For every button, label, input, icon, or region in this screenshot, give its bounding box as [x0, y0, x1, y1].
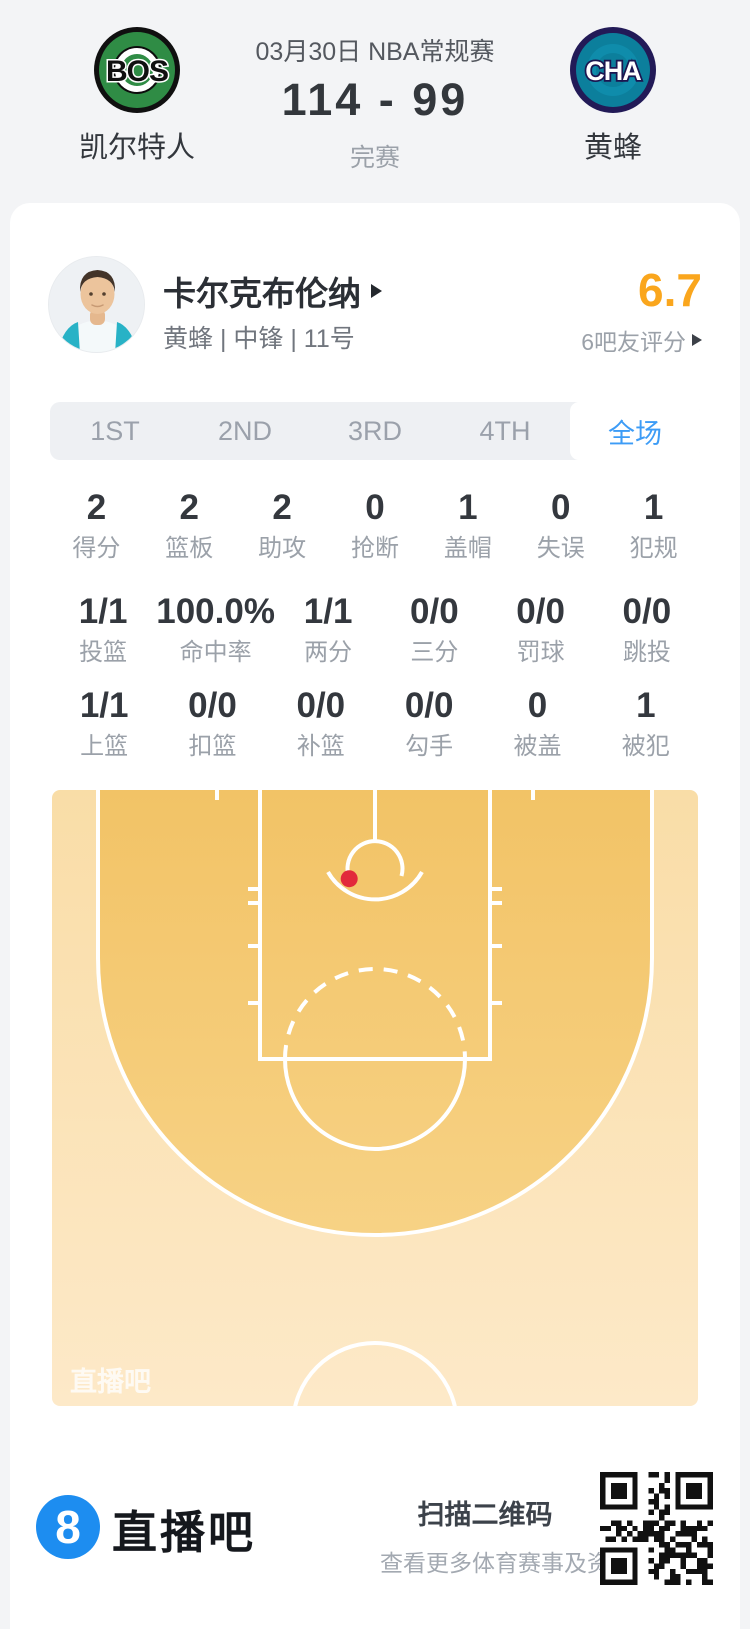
free-throw-circle-solid [283, 1058, 467, 1151]
three-point-line [96, 790, 654, 1237]
stat-turnovers: 0 失误 [536, 488, 585, 562]
qr-code [600, 1472, 713, 1585]
shot-markers [340, 870, 358, 888]
svg-text:BOS: BOS [106, 55, 168, 88]
stat-rebounds: 2 篮板 [165, 488, 214, 562]
court-inside-arc-area [98, 790, 652, 1235]
stats-row-basic: 2 得分 2 篮板 2 助攻 0 抢断 1 盖帽 0 失误 1 犯规 [50, 488, 700, 564]
stat-blocks: 1 盖帽 [443, 488, 492, 562]
chevron-right-icon [692, 334, 702, 346]
stats-row-shooting: 1/1 投篮 100.0% 命中率 1/1 两分 0/0 三分 0/0 罚球 0/0 跳投 [50, 592, 700, 668]
match-score: 114 - 99 [281, 74, 469, 125]
stat-blocked: 0 被盖 [513, 686, 562, 760]
player-name: 卡尔克布伦纳 [163, 275, 361, 312]
match-status: 完赛 [349, 144, 400, 172]
tab-3rd[interactable]: 3RD [347, 415, 402, 446]
player-name-link[interactable]: 卡尔克布伦纳 [163, 267, 382, 315]
player-avatar[interactable] [48, 256, 145, 353]
rating-link[interactable]: 6.7 6吧友评分 [581, 265, 702, 357]
lane-hash-marks [215, 790, 535, 1005]
rim-icon [345, 839, 405, 877]
tab-full-game[interactable]: 全场 [570, 402, 700, 460]
tab-1st[interactable]: 1ST [90, 415, 140, 446]
svg-text:CHA: CHA [585, 56, 641, 86]
shot-chart-court: 直播吧 [52, 790, 698, 1406]
stat-points: 2 得分 [72, 488, 121, 562]
stat-fouls: 1 犯规 [629, 488, 678, 562]
stats-row-shot-types: 1/1 上篮 0/0 扣篮 0/0 补篮 0/0 勾手 0 被盖 1 被犯 [50, 686, 700, 762]
tab-2nd[interactable]: 2ND [217, 415, 272, 446]
court-lines [96, 790, 654, 1406]
stat-hook: 0/0 勾手 [404, 686, 454, 760]
quarter-tabbar: 1ST 2ND 3RD 4TH 全场 [50, 402, 700, 460]
scan-subtitle: 查看更多体育赛事及资讯 [380, 1550, 633, 1576]
shot-dot [340, 870, 358, 888]
chevron-right-icon [371, 284, 382, 298]
stat-2pt: 1/1 两分 [303, 592, 353, 666]
footer-scan-block: 扫描二维码 查看更多体育赛事及资讯 [380, 1493, 633, 1578]
tab-4th[interactable]: 4TH [479, 415, 531, 446]
zhibo8-logo-icon: 8 [36, 1495, 100, 1559]
away-team[interactable]: CHA 黄蜂 [513, 26, 713, 166]
scan-title: 扫描二维码 [417, 1500, 553, 1530]
stat-steals: 0 抢断 [351, 488, 399, 562]
lane-lines [258, 790, 492, 1061]
match-date-title: 03月30日 NBA常规赛 [255, 38, 495, 66]
court-watermark: 直播吧 [70, 1367, 151, 1397]
stat-3pt: 0/0 三分 [410, 592, 459, 666]
home-team[interactable]: BOS 凯尔特人 [37, 26, 237, 166]
stat-jumpshot: 0/0 跳投 [622, 592, 672, 666]
stat-tipin: 0/0 补篮 [296, 686, 346, 760]
player-portrait-icon [49, 257, 144, 352]
home-team-name: 凯尔特人 [78, 132, 195, 164]
away-team-name: 黄蜂 [583, 132, 642, 164]
stat-fg: 1/1 投篮 [78, 592, 128, 666]
hornets-logo-icon: CHA [570, 27, 656, 113]
stat-assists: 2 助攻 [258, 488, 307, 562]
rating-value: 6.7 [638, 264, 702, 316]
stat-dunk: 0/0 扣篮 [188, 686, 237, 760]
stat-ft: 0/0 罚球 [516, 592, 565, 666]
celtics-logo-icon: BOS [94, 27, 180, 113]
stat-layup: 1/1 上篮 [79, 686, 129, 760]
center-circle [293, 1341, 457, 1406]
stat-fouled: 1 被犯 [621, 686, 670, 760]
footer-brand: 直播吧 [112, 1507, 257, 1558]
rating-note: 6吧友评分 [581, 329, 686, 355]
player-stats-card: 卡尔克布伦纳 黄蜂 | 中锋 | 11号 6.7 6吧友评分 1ST 2ND 3… [10, 203, 740, 1629]
stat-fg-pct: 100.0% 命中率 [156, 592, 275, 666]
restricted-area-arc [326, 871, 424, 902]
player-meta: 黄蜂 | 中锋 | 11号 [163, 325, 355, 353]
